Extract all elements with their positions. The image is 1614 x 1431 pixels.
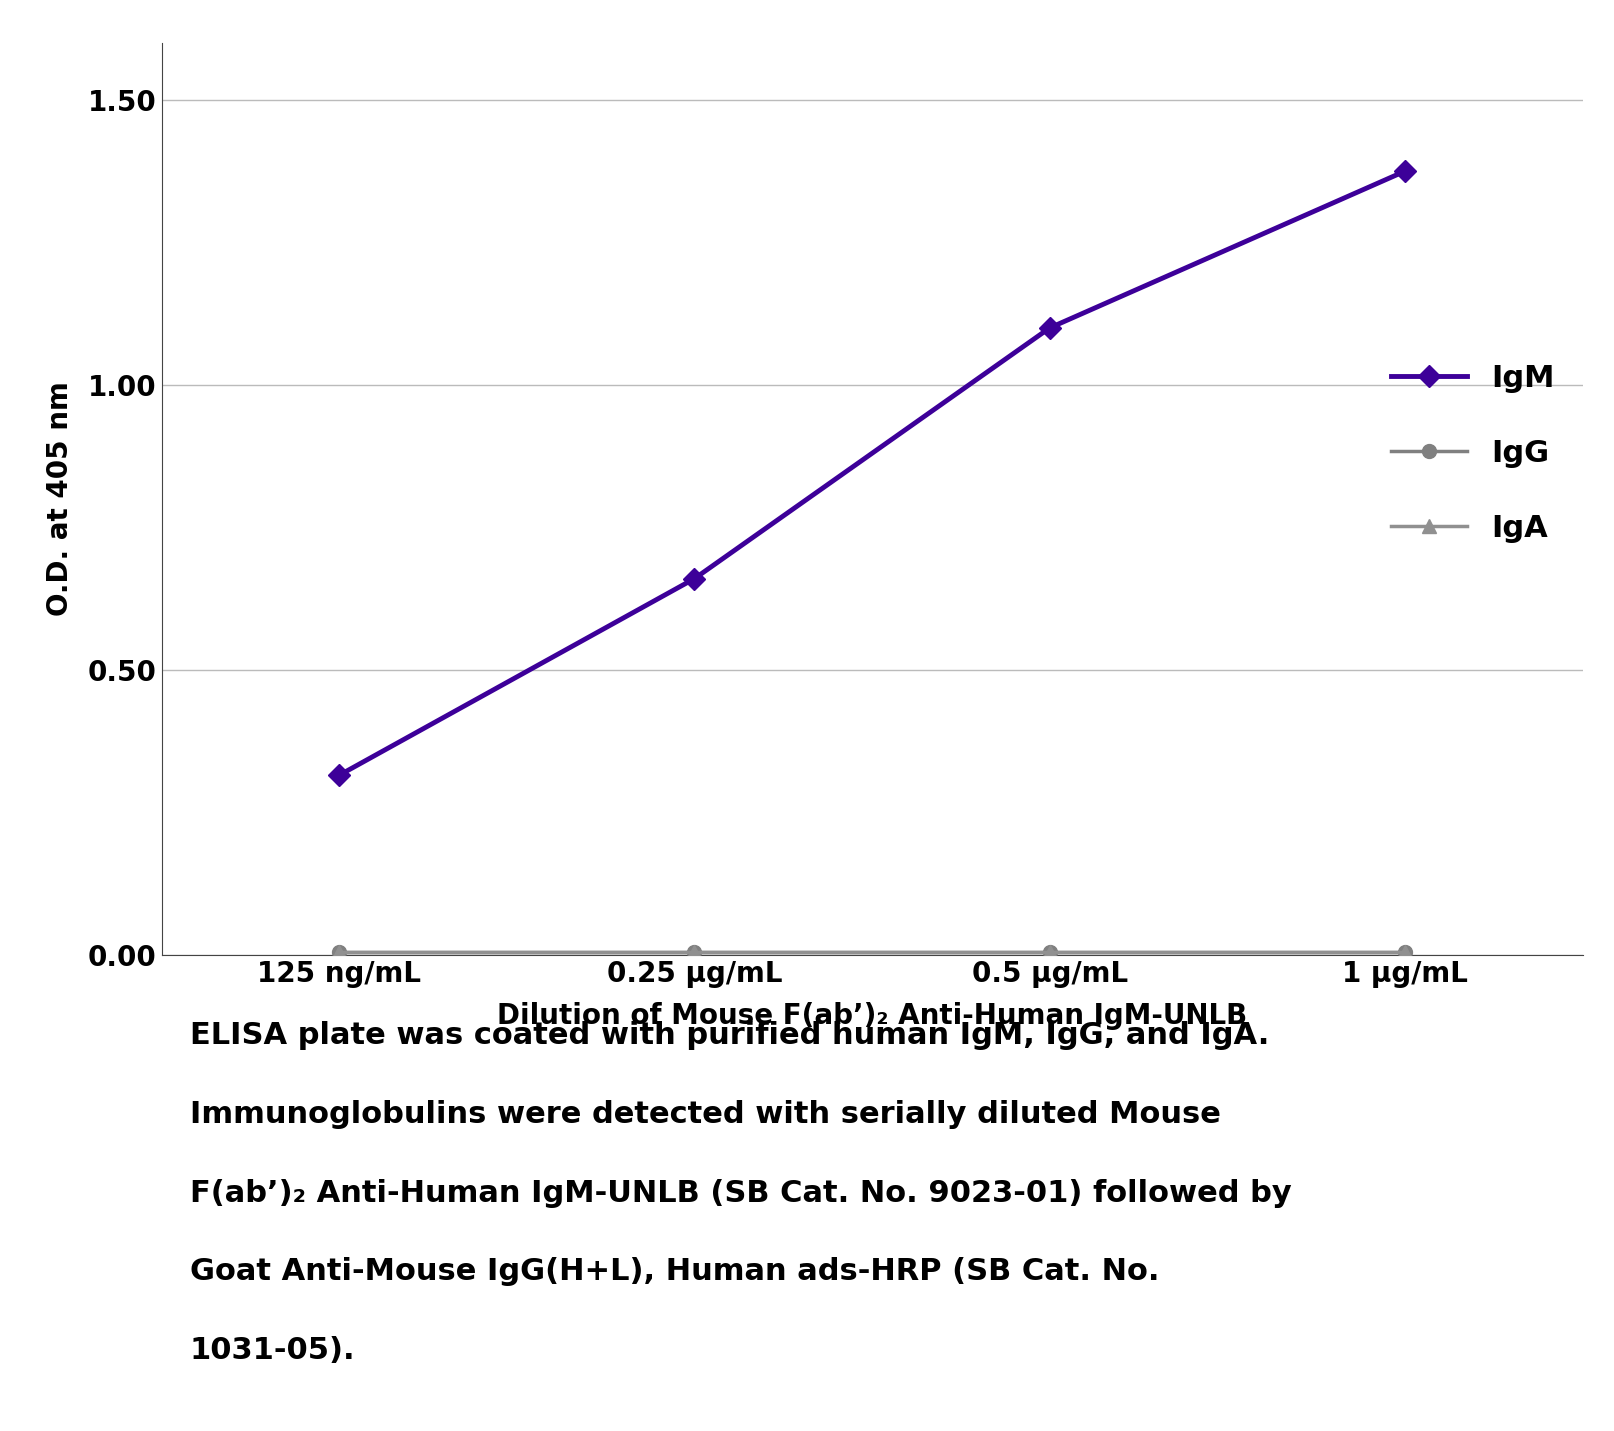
Text: Goat Anti-Mouse IgG(H+L), Human ads-HRP (SB Cat. No.: Goat Anti-Mouse IgG(H+L), Human ads-HRP … — [190, 1258, 1159, 1286]
Y-axis label: O.D. at 405 nm: O.D. at 405 nm — [45, 382, 74, 617]
Text: ELISA plate was coated with purified human IgM, IgG, and IgA.: ELISA plate was coated with purified hum… — [190, 1022, 1269, 1050]
Text: 1031-05).: 1031-05). — [190, 1337, 355, 1365]
Text: F(ab’)₂ Anti-Human IgM-UNLB (SB Cat. No. 9023-01) followed by: F(ab’)₂ Anti-Human IgM-UNLB (SB Cat. No.… — [190, 1179, 1291, 1208]
Legend: IgM, IgG, IgA: IgM, IgG, IgA — [1378, 352, 1567, 555]
X-axis label: Dilution of Mouse F(ab’)₂ Anti-Human IgM-UNLB: Dilution of Mouse F(ab’)₂ Anti-Human IgM… — [497, 1002, 1246, 1029]
Text: Immunoglobulins were detected with serially diluted Mouse: Immunoglobulins were detected with seria… — [190, 1100, 1220, 1129]
